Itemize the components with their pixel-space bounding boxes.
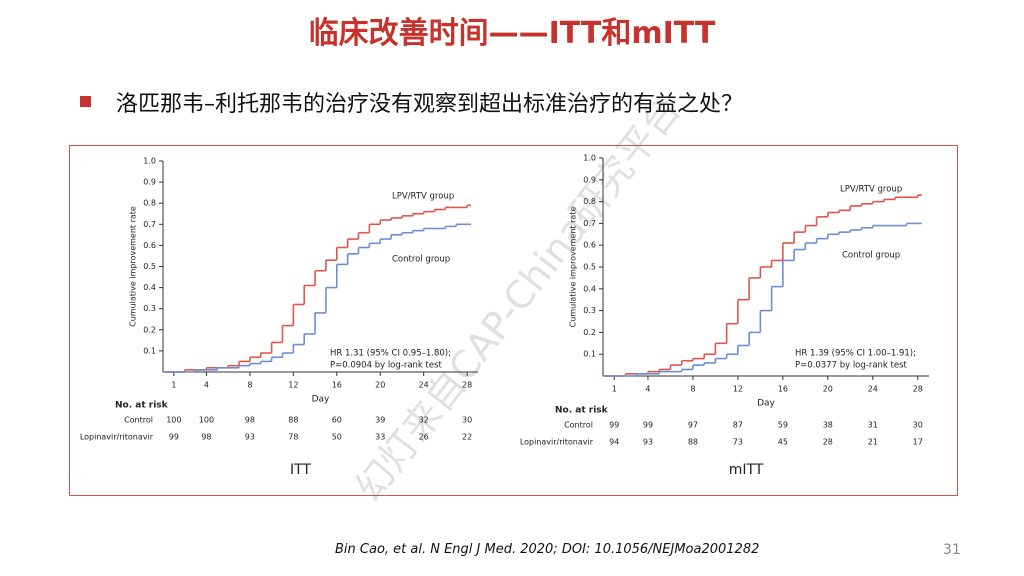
x-tick-label: 12 bbox=[288, 381, 298, 390]
x-tick-label: 28 bbox=[913, 385, 923, 394]
risk-table-title: No. at risk bbox=[115, 401, 169, 411]
x-tick-label: 1 bbox=[612, 385, 617, 394]
bullet-text: 洛匹那韦–利托那韦的治疗没有观察到超出标准治疗的有益之处？ bbox=[116, 92, 744, 117]
risk-value: 21 bbox=[868, 438, 878, 447]
risk-value: 98 bbox=[201, 433, 211, 442]
risk-value: 59 bbox=[778, 421, 788, 430]
risk-row-name: Lopinavir/ritonavir bbox=[520, 438, 594, 447]
series-label: LPV/RTV group bbox=[840, 185, 902, 195]
risk-value: 100 bbox=[199, 416, 214, 425]
step-riser bbox=[624, 195, 919, 376]
risk-value: 78 bbox=[288, 433, 298, 442]
series-label: Control group bbox=[392, 255, 450, 265]
x-axis-label: Day bbox=[757, 399, 775, 409]
bullet-marker bbox=[80, 96, 91, 107]
y-tick-label: 0.1 bbox=[143, 346, 156, 355]
risk-value: 98 bbox=[245, 416, 255, 425]
y-tick-label: 0.5 bbox=[583, 263, 596, 272]
risk-value: 87 bbox=[733, 421, 743, 430]
y-tick-label: 0.1 bbox=[583, 350, 596, 359]
x-tick-label: 28 bbox=[462, 381, 472, 390]
risk-value: 93 bbox=[245, 433, 255, 442]
risk-value: 88 bbox=[288, 416, 298, 425]
risk-value: 99 bbox=[609, 421, 619, 430]
x-tick-label: 1 bbox=[171, 381, 176, 390]
risk-row-name: Control bbox=[564, 421, 593, 430]
citation: Bin Cao, et al. N Engl J Med. 2020; DOI:… bbox=[335, 542, 760, 557]
risk-value: 94 bbox=[609, 438, 619, 447]
annotation: P=0.0377 by log-rank test bbox=[795, 361, 908, 371]
step-riser bbox=[183, 205, 468, 372]
y-tick-label: 0.8 bbox=[583, 197, 596, 206]
x-axis-label: Day bbox=[312, 395, 330, 405]
y-tick-label: 0.5 bbox=[143, 262, 156, 271]
risk-value: 50 bbox=[332, 433, 342, 442]
y-tick-label: 0.8 bbox=[143, 199, 156, 208]
x-tick-label: 8 bbox=[690, 385, 695, 394]
x-tick-label: 20 bbox=[823, 385, 833, 394]
chart-title: mITT bbox=[729, 462, 764, 478]
risk-value: 31 bbox=[868, 421, 878, 430]
series-label: LPV/RTV group bbox=[392, 192, 454, 202]
y-tick-label: 0.6 bbox=[143, 241, 156, 250]
risk-table-title: No. at risk bbox=[555, 406, 609, 416]
risk-value: 97 bbox=[688, 421, 698, 430]
x-tick-label: 24 bbox=[868, 385, 878, 394]
risk-row-name: Lopinavir/ritonavir bbox=[80, 433, 154, 442]
x-tick-label: 4 bbox=[645, 385, 650, 394]
risk-value: 93 bbox=[643, 438, 653, 447]
series-label: Control group bbox=[842, 251, 900, 261]
y-tick-label: 1.0 bbox=[583, 154, 596, 163]
chart-frame bbox=[69, 145, 958, 496]
risk-value: 26 bbox=[419, 433, 429, 442]
y-tick-label: 0.2 bbox=[143, 325, 156, 334]
risk-value: 30 bbox=[913, 421, 923, 430]
y-tick-label: 0.4 bbox=[583, 284, 596, 293]
y-tick-label: 0.7 bbox=[143, 220, 156, 229]
risk-value: 17 bbox=[913, 438, 923, 447]
chart-title: ITT bbox=[290, 462, 311, 478]
x-tick-label: 16 bbox=[332, 381, 342, 390]
y-axis-label: Cumulative improvement rate bbox=[569, 207, 578, 328]
x-tick-label: 4 bbox=[204, 381, 209, 390]
risk-value: 28 bbox=[823, 438, 833, 447]
page-number: 31 bbox=[943, 542, 961, 558]
annotation: HR 1.39 (95% CI 1.00–1.91); bbox=[795, 349, 916, 359]
y-tick-label: 0.6 bbox=[583, 241, 596, 250]
risk-value: 38 bbox=[823, 421, 833, 430]
y-tick-label: 0.2 bbox=[583, 328, 596, 337]
risk-value: 33 bbox=[375, 433, 385, 442]
risk-value: 45 bbox=[778, 438, 788, 447]
risk-value: 88 bbox=[688, 438, 698, 447]
y-tick-label: 0.4 bbox=[143, 283, 156, 292]
watermark: 幻灯来自CAP-China研究平台 bbox=[347, 88, 690, 510]
y-tick-label: 0.7 bbox=[583, 219, 596, 228]
x-tick-label: 24 bbox=[419, 381, 429, 390]
y-tick-label: 0.3 bbox=[143, 304, 156, 313]
y-tick-label: 0.9 bbox=[583, 175, 596, 184]
annotation: P=0.0904 by log-rank test bbox=[330, 361, 443, 371]
risk-value: 99 bbox=[169, 433, 179, 442]
y-axis-label: Cumulative improvement rate bbox=[129, 206, 138, 327]
y-tick-label: 1.0 bbox=[143, 157, 156, 166]
risk-value: 32 bbox=[419, 416, 429, 425]
risk-row-name: Control bbox=[124, 416, 153, 425]
risk-value: 60 bbox=[332, 416, 342, 425]
x-tick-label: 8 bbox=[247, 381, 252, 390]
x-tick-label: 20 bbox=[375, 381, 385, 390]
x-tick-label: 12 bbox=[733, 385, 743, 394]
x-tick-label: 16 bbox=[778, 385, 788, 394]
risk-value: 99 bbox=[643, 421, 653, 430]
slide-title: 临床改善时间——ITT和mITT bbox=[308, 16, 716, 51]
y-tick-label: 0.3 bbox=[583, 306, 596, 315]
risk-value: 30 bbox=[462, 416, 472, 425]
y-tick-label: 0.9 bbox=[143, 178, 156, 187]
risk-value: 39 bbox=[375, 416, 385, 425]
risk-value: 22 bbox=[462, 433, 472, 442]
risk-value: 73 bbox=[733, 438, 743, 447]
annotation: HR 1.31 (95% CI 0.95–1.80); bbox=[330, 349, 451, 359]
risk-value: 100 bbox=[166, 416, 181, 425]
